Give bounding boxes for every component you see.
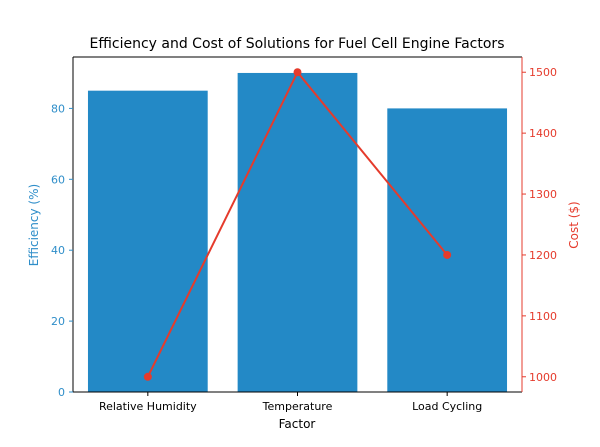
cost-point bbox=[143, 372, 152, 381]
x-tick-label: Relative Humidity bbox=[99, 400, 197, 413]
cost-point bbox=[293, 68, 302, 77]
y-right-tick-label: 1100 bbox=[529, 310, 557, 323]
axes-layer: 0 20 40 60 80 1000 1100 1200 1300 1400 1500 Relativ… bbox=[51, 56, 557, 413]
x-axis-label: Factor bbox=[279, 417, 316, 431]
y-left-axis-label: Efficiency (%) bbox=[27, 184, 41, 266]
y-left-tick-label: 80 bbox=[51, 102, 65, 115]
chart-title: Efficiency and Cost of Solutions for Fue… bbox=[90, 36, 505, 52]
y-left-tick-label: 0 bbox=[58, 386, 65, 399]
y-left-tick-label: 60 bbox=[51, 173, 65, 186]
x-tick-label: Temperature bbox=[262, 400, 333, 413]
y-right-tick-label: 1300 bbox=[529, 188, 557, 201]
y-right-tick-label: 1200 bbox=[529, 249, 557, 262]
bars-layer bbox=[87, 72, 508, 393]
y-right-tick-label: 1400 bbox=[529, 127, 557, 140]
y-right-tick-label: 1000 bbox=[529, 371, 557, 384]
y-right-axis-label: Cost ($) bbox=[567, 201, 581, 249]
y-left-tick-label: 40 bbox=[51, 244, 65, 257]
efficiency-bar bbox=[387, 108, 508, 393]
x-tick-label: Load Cycling bbox=[412, 400, 482, 413]
cost-line-layer bbox=[143, 68, 452, 381]
efficiency-bar bbox=[237, 72, 358, 392]
y-left-tick-label: 20 bbox=[51, 315, 65, 328]
cost-point bbox=[443, 250, 452, 259]
efficiency-bar bbox=[87, 90, 208, 392]
y-right-tick-label: 1500 bbox=[529, 66, 557, 79]
